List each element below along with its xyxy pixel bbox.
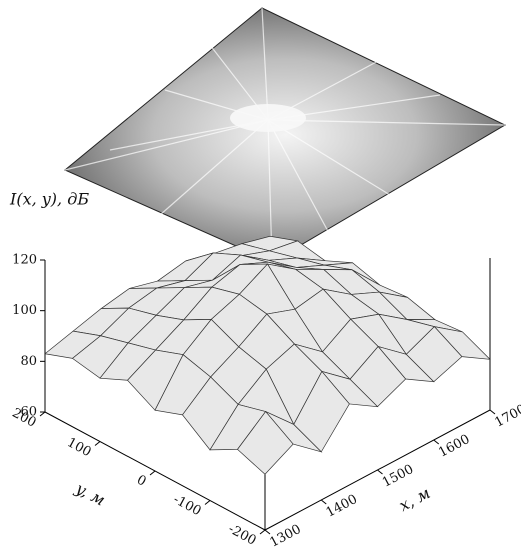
- y-tick-label: -200: [226, 522, 259, 549]
- z-tick-label: 120: [12, 253, 37, 268]
- y-tick: [40, 412, 45, 416]
- z-axis-label: I(x, y), дБ: [9, 190, 89, 209]
- plot-area: 6080100120-200-1000100200130014001500160…: [10, 236, 521, 549]
- projection-map: [65, 8, 505, 262]
- y-tick-label: 0: [134, 472, 148, 489]
- x-tick: [490, 410, 495, 414]
- x-tick: [321, 500, 326, 504]
- y-tick-label: -100: [171, 492, 204, 519]
- y-tick: [95, 442, 100, 446]
- y-tick: [205, 501, 210, 505]
- x-axis-label: x, м: [396, 483, 434, 515]
- x-tick-label: 1700: [492, 402, 521, 431]
- chart: I(x, y), дБ 6080100120-200-1000100200130…: [0, 0, 521, 549]
- y-tick: [260, 530, 265, 534]
- x-tick: [265, 530, 270, 534]
- y-tick: [150, 471, 155, 475]
- x-tick: [378, 470, 383, 474]
- x-tick: [434, 440, 439, 444]
- y-axis-label: y, м: [72, 478, 109, 509]
- z-tick-label: 100: [12, 303, 37, 318]
- z-tick-label: 80: [20, 354, 37, 369]
- y-tick-label: 100: [65, 435, 94, 460]
